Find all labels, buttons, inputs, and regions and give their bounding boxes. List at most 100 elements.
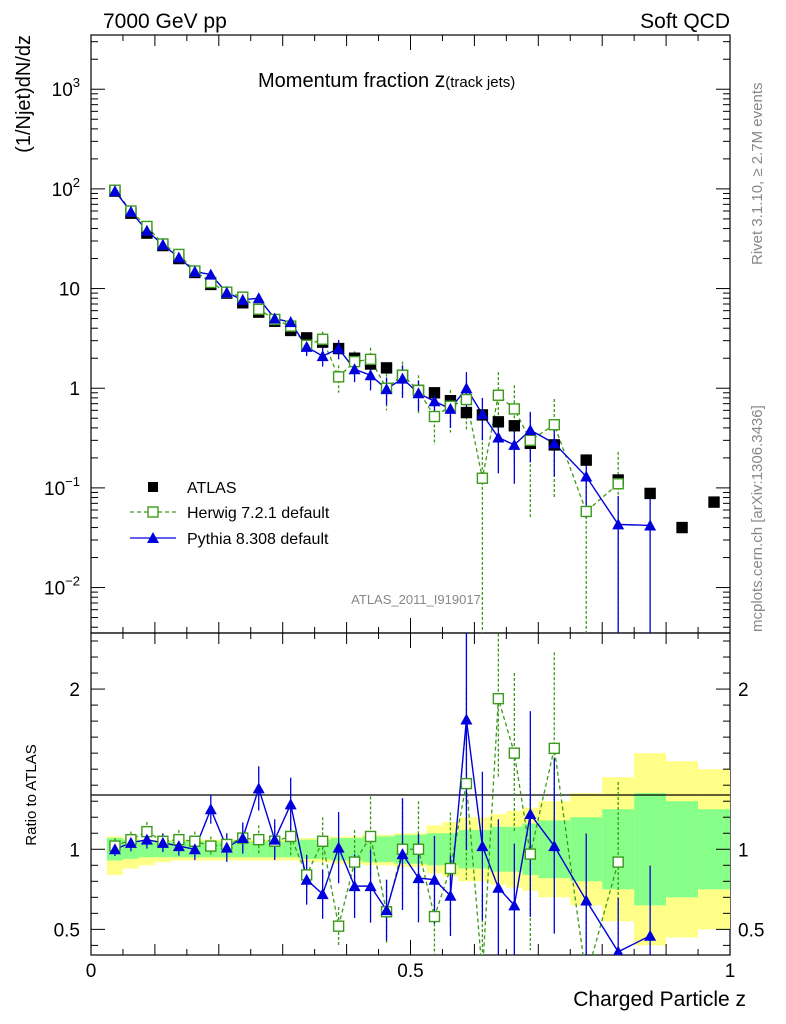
pythia-ratio-point (252, 782, 265, 794)
ratio-axes: 0 0.5 10.5 0.51 12 2 (54, 633, 764, 982)
uncertainty-band-green (346, 838, 363, 861)
pythia-point (124, 205, 137, 217)
pythia-ratio-point (444, 889, 457, 901)
pythia-point (140, 224, 153, 236)
pythia-ratio-point (613, 945, 624, 955)
pythia-ratio-point (548, 840, 561, 852)
y-tick-label-base: 10 (52, 80, 73, 101)
herwig-ratio-point (612, 856, 624, 868)
atlas-point (676, 521, 688, 534)
uncertainty-band-green (666, 801, 699, 898)
pythia-ratio-point (580, 894, 593, 906)
atlas-point (380, 362, 393, 374)
pythia-ratio-point (124, 836, 137, 848)
pythia-ratio-point (460, 713, 473, 725)
plot-title-sub: (track jets) (445, 74, 515, 91)
y-tick-label: 1 (69, 379, 80, 400)
pythia-ratio-point (332, 841, 345, 853)
pythia-point (428, 395, 441, 407)
atlas-point (580, 454, 592, 466)
legend-marker-atlas (148, 482, 158, 492)
herwig-point (612, 478, 624, 490)
pythia-point (220, 286, 233, 298)
pythia-ratio-point (236, 832, 249, 844)
herwig-ratio-point (581, 972, 591, 982)
pythia-line (114, 190, 651, 527)
y-axis-label: (1/Njet)dN/dz (13, 35, 35, 153)
herwig-point (580, 505, 592, 518)
pythia-point (380, 383, 393, 395)
ratio-y-axis-label: Ratio to ATLAS (23, 744, 40, 845)
pythia-point (524, 424, 537, 436)
pythia-point (172, 251, 185, 263)
pythia-ratio-point (524, 808, 537, 820)
pythia-ratio-point (284, 798, 297, 810)
herwig-point (524, 434, 537, 447)
legend-label-pythia: Pythia 8.308 default (187, 531, 329, 548)
x-tick-label: 0 (86, 961, 97, 982)
pythia-ratio-point (108, 843, 121, 855)
pythia-ratio-point (644, 929, 657, 941)
pythia-ratio-point (508, 899, 521, 911)
pythia-point (580, 470, 593, 482)
y-tick-label-exponent: −1 (65, 474, 80, 489)
plot-title-var: z (435, 69, 446, 92)
herwig-point (460, 393, 473, 406)
pythia-ratio-point (364, 880, 377, 892)
pythia-point (332, 342, 345, 354)
pythia-ratio-point (412, 872, 425, 884)
atlas-point (460, 406, 473, 419)
pythia-point (396, 372, 409, 384)
pythia-point (548, 437, 561, 449)
herwig-ratio-point (348, 856, 361, 868)
herwig-ratio-point (253, 833, 265, 846)
pythia-ratio-point (300, 873, 313, 885)
pythia-point (204, 268, 217, 280)
herwig-ratio-point (477, 969, 487, 979)
rivet-version-label: Rivet 3.1.10, ≥ 2.7M events (749, 83, 766, 266)
pythia-point (492, 431, 505, 443)
ratio-y-tick-label-left: 1 (69, 840, 80, 861)
atlas-point (708, 496, 720, 508)
herwig-point (548, 419, 560, 431)
pythia-ratio-point (396, 848, 409, 860)
ratio-series (108, 633, 657, 982)
pythia-point (348, 363, 361, 375)
header-left: 7000 GeV pp (103, 10, 227, 33)
herwig-ratio-point (548, 742, 560, 755)
y-tick-label-base: 10 (59, 280, 80, 301)
atlas-point (644, 487, 656, 500)
pythia-point (444, 402, 457, 414)
pythia-ratio-point (140, 833, 153, 845)
ratio-y-tick-label-right: 1 (738, 840, 749, 861)
y-tick-label-base: 10 (44, 579, 65, 600)
header-right: Soft QCD (640, 10, 730, 33)
x-axis-label: Charged Particle z (573, 988, 746, 1011)
herwig-ratio-point (364, 830, 377, 843)
pythia-ratio-point (156, 836, 169, 848)
plot-title: Momentum fraction z(track jets) (258, 69, 515, 92)
legend-label-atlas: ATLAS (187, 480, 237, 497)
legend-marker-pythia (147, 532, 159, 543)
pythia-point (476, 408, 489, 420)
pythia-point (188, 265, 201, 277)
ratio-y-tick-label-right: 2 (738, 680, 749, 701)
herwig-point (332, 371, 345, 383)
pythia-point (412, 387, 425, 399)
pythia-point (268, 312, 281, 324)
atlas-point (508, 420, 521, 432)
ratio-y-tick-label-left: 0.5 (54, 920, 80, 941)
pythia-point (644, 519, 657, 531)
herwig-ratio-point (428, 910, 441, 923)
top-series (108, 184, 720, 633)
herwig-ratio-point (444, 862, 457, 875)
herwig-ratio-point (284, 830, 297, 843)
pythia-point (612, 518, 625, 530)
analysis-tag: ATLAS_2011_I919017 (351, 592, 481, 607)
pythia-point (364, 369, 377, 381)
herwig-point (492, 389, 505, 401)
plot-title-main: Momentum fraction (258, 70, 435, 92)
x-tick-label: 1 (725, 961, 736, 982)
pythia-point (236, 293, 249, 305)
